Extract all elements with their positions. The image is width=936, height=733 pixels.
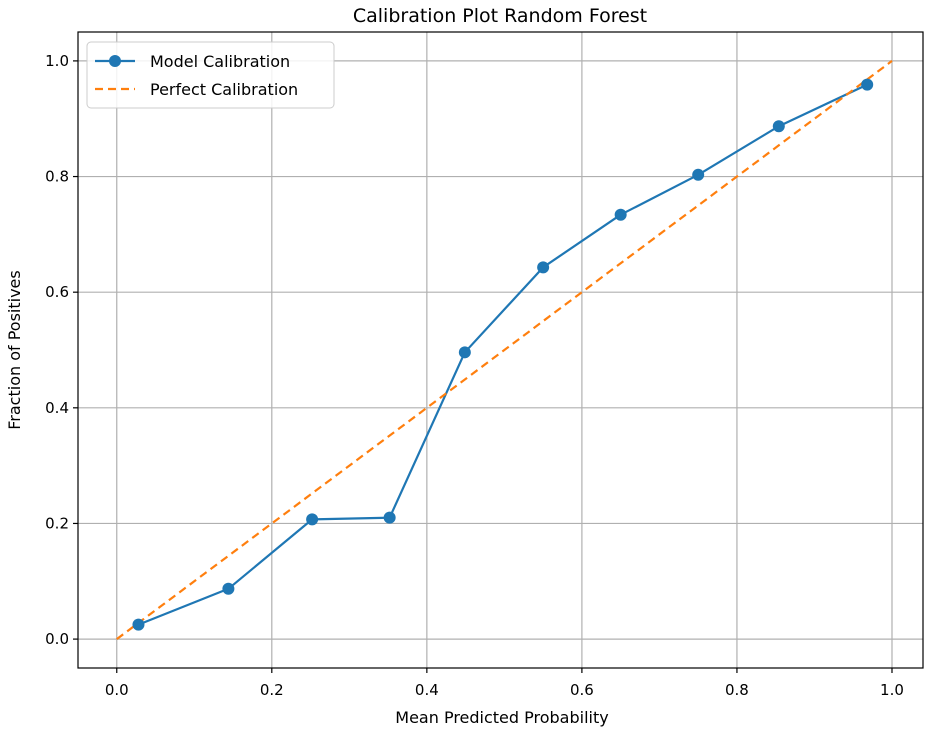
y-axis-label: Fraction of Positives (5, 270, 24, 429)
legend-model-label: Model Calibration (150, 52, 290, 71)
y-tick-label: 0.6 (45, 283, 69, 301)
legend-box (86, 41, 335, 109)
model-calibration-point (383, 511, 396, 524)
perfect-calibration-line (116, 60, 893, 640)
model-calibration-point (306, 513, 319, 526)
model-calibration-point (692, 168, 705, 181)
y-tick-label: 0.2 (45, 514, 69, 532)
data-series (116, 60, 893, 640)
y-tick-label: 0.8 (45, 168, 69, 186)
model-calibration-point (458, 346, 471, 359)
y-tick-label: 1.0 (45, 52, 69, 70)
x-tick-label: 0.0 (105, 681, 129, 699)
model-calibration-point (861, 78, 874, 91)
model-calibration-line (138, 83, 868, 626)
x-tick-label: 1.0 (880, 681, 904, 699)
y-tick-label: 0.4 (45, 399, 69, 417)
y-tick-label: 0.0 (45, 630, 69, 648)
x-axis-label: Mean Predicted Probability (395, 708, 608, 727)
axis-ticks: 0.0 0.2 0.4 0.6 0.8 1.0 0.0 0.2 0.4 0.6 0.8 1.0 (45, 52, 904, 699)
x-tick-label: 0.8 (725, 681, 749, 699)
model-calibration-point (132, 618, 145, 631)
model-calibration-point (772, 120, 785, 133)
x-tick-label: 0.4 (415, 681, 439, 699)
legend-perfect-label: Perfect Calibration (150, 80, 298, 99)
legend-model-marker (109, 55, 121, 67)
chart-title: Calibration Plot Random Forest (353, 5, 647, 27)
plot-area-frame (77, 31, 924, 669)
model-calibration-point (222, 582, 235, 595)
x-tick-label: 0.6 (570, 681, 594, 699)
model-calibration-point (537, 261, 550, 274)
model-calibration-point (614, 208, 627, 221)
x-tick-label: 0.2 (260, 681, 284, 699)
legend: Model Calibration Perfect Calibration (86, 41, 335, 109)
